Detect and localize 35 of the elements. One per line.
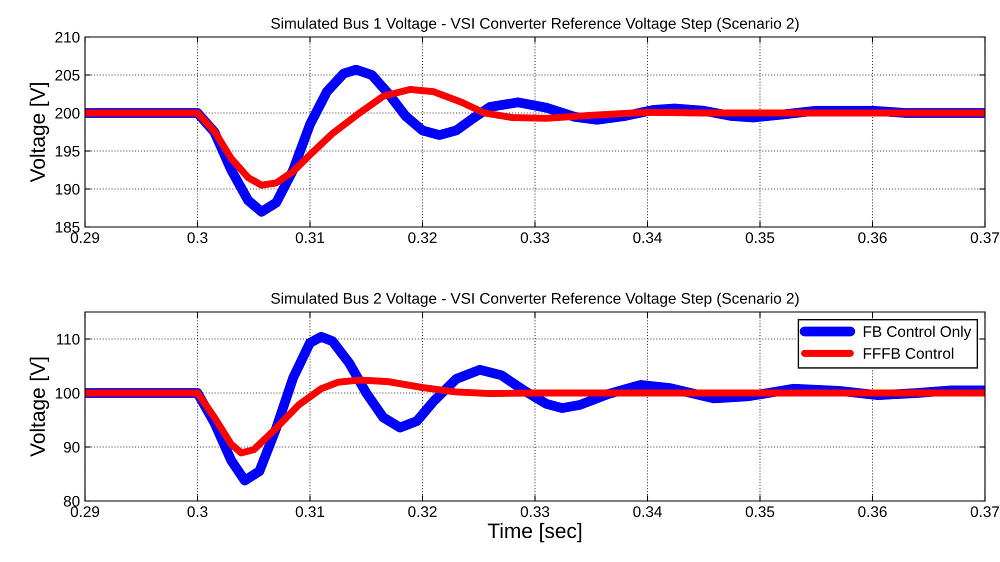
x-tick-label: 0.32 <box>408 506 437 518</box>
y-tick-label: 110 <box>56 334 80 345</box>
y-axis-title: Voltage [V] <box>30 358 50 457</box>
y-tick-label: 90 <box>64 442 80 453</box>
x-tick-label: 0.34 <box>633 506 662 518</box>
y-tick-label: 200 <box>55 108 80 119</box>
y-axis-title: Voltage [V] <box>30 83 50 182</box>
y-tick-label: 80 <box>64 496 80 507</box>
x-tick-label: 0.3 <box>187 232 208 244</box>
x-tick-label: 0.35 <box>746 232 774 244</box>
y-tick-label: 210 <box>55 32 80 43</box>
x-tick-label: 0.29 <box>70 232 100 244</box>
chart-title: Simulated Bus 2 Voltage - VSI Converter Reference Voltage Step (Scenario 2) <box>271 292 799 307</box>
y-tick-label: 190 <box>56 184 80 195</box>
x-tick-label: 0.36 <box>858 506 887 518</box>
legend-label: FB Control Only <box>864 326 972 340</box>
legend-label: FFFB Control <box>864 348 954 359</box>
y-tick-label: 195 <box>56 146 80 157</box>
x-tick-label: 0.29 <box>70 506 100 518</box>
x-tick-label: 0.37 <box>970 232 1000 244</box>
x-tick-label: 0.32 <box>408 232 437 244</box>
x-tick-label: 0.3 <box>187 506 208 518</box>
x-tick-label: 0.33 <box>520 506 550 518</box>
x-axis-title: Time [sec] <box>488 522 582 542</box>
chart-title: Simulated Bus 1 Voltage - VSI Converter Reference Voltage Step (Scenario 2) <box>271 18 799 32</box>
x-tick-label: 0.33 <box>520 232 550 244</box>
x-tick-label: 0.37 <box>970 506 1000 518</box>
y-tick-label: 205 <box>55 70 80 81</box>
x-tick-label: 0.36 <box>858 232 887 244</box>
y-tick-label: 185 <box>56 222 80 233</box>
x-tick-label: 0.35 <box>746 506 774 518</box>
x-tick-label: 0.34 <box>633 232 662 244</box>
x-tick-label: 0.31 <box>296 506 324 518</box>
y-tick-label: 100 <box>56 388 80 399</box>
x-tick-label: 0.31 <box>296 232 324 244</box>
